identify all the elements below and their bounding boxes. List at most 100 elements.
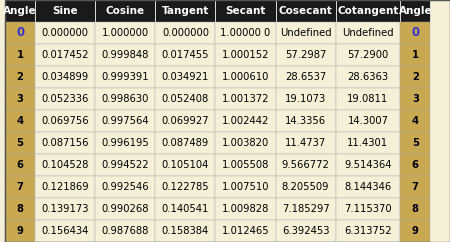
- Bar: [400, 220, 430, 242]
- Text: 28.6537: 28.6537: [285, 72, 326, 82]
- Text: 0.140541: 0.140541: [162, 204, 209, 214]
- Bar: [155, 176, 216, 198]
- Text: 7: 7: [17, 182, 23, 192]
- Bar: [400, 132, 430, 154]
- Bar: [5, 66, 35, 88]
- Bar: [35, 66, 95, 88]
- Bar: [155, 132, 216, 154]
- Bar: [336, 220, 400, 242]
- Bar: [400, 198, 430, 220]
- Text: 1.001372: 1.001372: [222, 94, 269, 104]
- Text: 0.017455: 0.017455: [162, 50, 209, 60]
- Bar: [216, 176, 275, 198]
- Bar: [95, 0, 155, 22]
- Text: 0.000000: 0.000000: [162, 28, 209, 38]
- Text: 1.000610: 1.000610: [222, 72, 269, 82]
- Text: 8.205509: 8.205509: [282, 182, 329, 192]
- Bar: [35, 132, 95, 154]
- Text: 4: 4: [412, 116, 419, 126]
- Text: Angle: Angle: [398, 6, 432, 16]
- Text: 1: 1: [412, 50, 419, 60]
- Text: 1.000000: 1.000000: [102, 28, 149, 38]
- Bar: [155, 198, 216, 220]
- Text: 0.105104: 0.105104: [162, 160, 209, 170]
- Text: 5: 5: [412, 138, 419, 148]
- Text: 0.000000: 0.000000: [42, 28, 89, 38]
- Text: 14.3356: 14.3356: [285, 116, 326, 126]
- Bar: [155, 22, 216, 44]
- Bar: [336, 198, 400, 220]
- Bar: [216, 44, 275, 66]
- Bar: [336, 176, 400, 198]
- Text: 0.996195: 0.996195: [101, 138, 149, 148]
- Text: 1.00000 0: 1.00000 0: [220, 28, 270, 38]
- Text: 0.999848: 0.999848: [102, 50, 149, 60]
- Bar: [216, 66, 275, 88]
- Text: 8.144346: 8.144346: [344, 182, 392, 192]
- Bar: [35, 110, 95, 132]
- Text: Angle: Angle: [3, 6, 37, 16]
- Bar: [5, 198, 35, 220]
- Text: 0: 0: [411, 27, 419, 39]
- Text: 57.2900: 57.2900: [347, 50, 388, 60]
- Bar: [155, 0, 216, 22]
- Text: 3: 3: [412, 94, 418, 104]
- Text: 0.034921: 0.034921: [162, 72, 209, 82]
- Bar: [35, 22, 95, 44]
- Text: 1.005508: 1.005508: [222, 160, 269, 170]
- Bar: [275, 154, 336, 176]
- Bar: [275, 88, 336, 110]
- Text: 7.185297: 7.185297: [282, 204, 329, 214]
- Text: 1.009828: 1.009828: [222, 204, 269, 214]
- Text: 0.139173: 0.139173: [41, 204, 89, 214]
- Bar: [275, 44, 336, 66]
- Bar: [5, 154, 35, 176]
- Bar: [155, 154, 216, 176]
- Text: 0.999391: 0.999391: [102, 72, 149, 82]
- Text: 9: 9: [17, 226, 23, 236]
- Bar: [35, 44, 95, 66]
- Text: Sine: Sine: [53, 6, 78, 16]
- Bar: [400, 154, 430, 176]
- Bar: [95, 132, 155, 154]
- Text: 0.990268: 0.990268: [102, 204, 149, 214]
- Bar: [155, 220, 216, 242]
- Bar: [95, 88, 155, 110]
- Bar: [400, 176, 430, 198]
- Bar: [155, 66, 216, 88]
- Text: 6.392453: 6.392453: [282, 226, 329, 236]
- Text: 6: 6: [412, 160, 419, 170]
- Text: 57.2987: 57.2987: [285, 50, 326, 60]
- Bar: [275, 0, 336, 22]
- Bar: [5, 88, 35, 110]
- Bar: [400, 44, 430, 66]
- Text: 7: 7: [412, 182, 418, 192]
- Bar: [5, 176, 35, 198]
- Bar: [400, 22, 430, 44]
- Text: 19.0811: 19.0811: [347, 94, 388, 104]
- Text: 0.052408: 0.052408: [162, 94, 209, 104]
- Bar: [216, 110, 275, 132]
- Bar: [216, 0, 275, 22]
- Text: 1.002442: 1.002442: [222, 116, 269, 126]
- Text: 1.007510: 1.007510: [222, 182, 269, 192]
- Text: 0.158384: 0.158384: [162, 226, 209, 236]
- Text: 14.3007: 14.3007: [347, 116, 388, 126]
- Bar: [400, 0, 430, 22]
- Text: 0.994522: 0.994522: [102, 160, 149, 170]
- Bar: [400, 66, 430, 88]
- Bar: [35, 176, 95, 198]
- Text: 0.104528: 0.104528: [41, 160, 89, 170]
- Bar: [216, 88, 275, 110]
- Bar: [95, 198, 155, 220]
- Text: 1.003820: 1.003820: [222, 138, 269, 148]
- Text: 11.4301: 11.4301: [347, 138, 388, 148]
- Text: 6: 6: [17, 160, 23, 170]
- Text: 0.087156: 0.087156: [41, 138, 89, 148]
- Bar: [5, 44, 35, 66]
- Bar: [35, 198, 95, 220]
- Bar: [155, 44, 216, 66]
- Bar: [35, 154, 95, 176]
- Bar: [336, 154, 400, 176]
- Text: Secant: Secant: [225, 6, 266, 16]
